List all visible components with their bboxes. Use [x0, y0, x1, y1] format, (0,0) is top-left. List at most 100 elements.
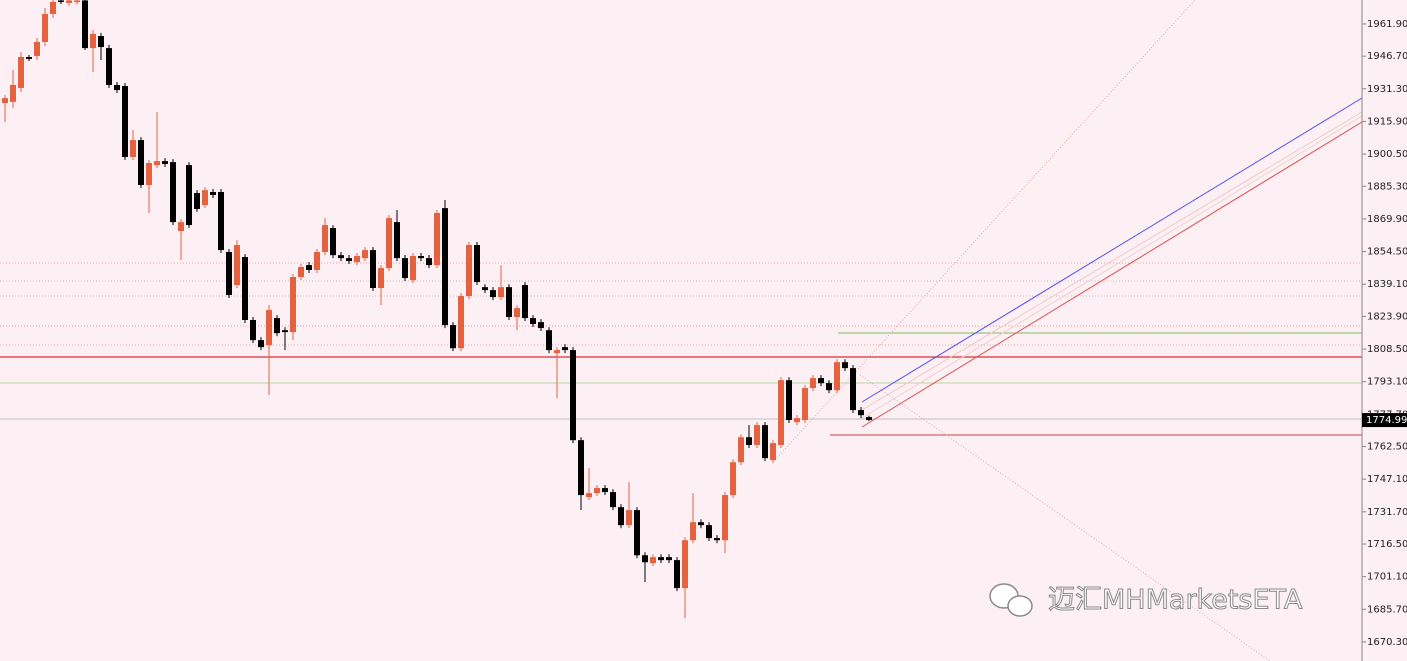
- candle-body: [450, 325, 456, 349]
- candle-body: [202, 190, 208, 206]
- candle-body: [770, 443, 776, 461]
- candle-body: [274, 318, 280, 334]
- y-tick-label: 1731.70: [1367, 507, 1407, 518]
- candle-body: [642, 555, 648, 563]
- candle-body: [250, 320, 256, 341]
- candle-body: [842, 362, 848, 369]
- y-tick-label: 1747.10: [1367, 474, 1407, 485]
- y-tick-label: 1946.70: [1367, 51, 1407, 62]
- candle-body: [66, 0, 72, 3]
- candle-body: [138, 140, 144, 186]
- candle-body: [674, 560, 680, 589]
- candle-body: [490, 290, 496, 298]
- candle-body: [746, 437, 752, 446]
- candle-body: [538, 322, 544, 329]
- candle-body: [114, 84, 120, 91]
- candle-body: [498, 287, 504, 298]
- candle-body: [282, 330, 288, 333]
- candle-body: [90, 33, 96, 49]
- y-tick-label: 1762.50: [1367, 442, 1407, 453]
- candle-body: [626, 510, 632, 526]
- candle-body: [618, 507, 624, 526]
- candle-body: [186, 165, 192, 226]
- candle-body: [82, 0, 88, 49]
- candle-body: [434, 212, 440, 266]
- trend-line: [774, 0, 1196, 461]
- candle-body: [314, 251, 320, 270]
- candle-body: [850, 368, 856, 411]
- candle-body: [394, 222, 400, 259]
- candle-body: [474, 244, 480, 283]
- candle-body: [786, 380, 792, 421]
- candle-body: [410, 256, 416, 281]
- y-tick-label: 1915.90: [1367, 116, 1407, 127]
- candle-body: [290, 276, 296, 333]
- y-tick-label: 1839.10: [1367, 279, 1407, 290]
- candle-body: [194, 193, 200, 209]
- candle-body: [634, 510, 640, 556]
- candle-body: [418, 256, 424, 259]
- candle-body: [698, 522, 704, 526]
- watermark: 迈汇MHMarketsETA: [1048, 585, 1303, 616]
- candle-body: [426, 258, 432, 266]
- candle-body: [218, 192, 224, 251]
- y-axis-labels: 1961.90 1946.70 1931.30 1915.90 1900.50 1885.…: [1362, 19, 1407, 648]
- candle-body: [18, 57, 24, 88]
- candle-body: [74, 0, 80, 3]
- trend-line: [861, 97, 1363, 403]
- y-tick-label: 1885.30: [1367, 181, 1407, 192]
- candle-body: [826, 383, 832, 391]
- trend-line: [861, 115, 1363, 419]
- candle-body: [106, 48, 112, 85]
- candle-body: [98, 36, 104, 48]
- candle-body: [50, 1, 56, 14]
- candle-body: [26, 57, 32, 59]
- candle-body: [122, 86, 128, 158]
- candle-body: [482, 287, 488, 291]
- candle-body: [834, 362, 840, 391]
- candle-body: [730, 462, 736, 496]
- candle-body: [442, 208, 448, 326]
- candle-body: [706, 525, 712, 539]
- candle-body: [754, 425, 760, 446]
- candle-body: [714, 538, 720, 541]
- candle-body: [466, 244, 472, 297]
- candle-body: [354, 256, 360, 263]
- candle-body: [650, 557, 656, 564]
- candle-body: [602, 488, 608, 493]
- trend-line: [861, 111, 1363, 411]
- candle-body: [666, 557, 672, 561]
- y-tick-label: 1869.90: [1367, 214, 1407, 225]
- candle-body: [386, 218, 392, 269]
- y-tick-label: 1961.90: [1367, 19, 1407, 30]
- candle-body: [162, 161, 168, 165]
- candle-body: [146, 162, 152, 186]
- icon-bubble: [1007, 595, 1033, 617]
- last-price-label: 1774.99: [1366, 415, 1407, 426]
- candle-body: [722, 495, 728, 541]
- candle-body: [210, 192, 216, 195]
- candle-body: [778, 380, 784, 446]
- candle-body: [338, 255, 344, 259]
- last-price-box: [1362, 413, 1407, 428]
- candle-body: [858, 410, 864, 416]
- candle-body: [330, 228, 336, 256]
- candle-body: [530, 318, 536, 325]
- candle-body: [346, 258, 352, 262]
- y-tick-label: 1823.90: [1367, 311, 1407, 322]
- candle-body: [458, 296, 464, 349]
- y-tick-label: 1685.70: [1367, 604, 1407, 615]
- candle-body: [610, 492, 616, 508]
- candle-body: [322, 225, 328, 252]
- y-tick-label: 1854.50: [1367, 247, 1407, 258]
- candle-body: [594, 488, 600, 494]
- candle-body: [762, 425, 768, 459]
- drawings: [0, 0, 1363, 661]
- watermark-icon: [989, 583, 1033, 617]
- y-tick-label: 1900.50: [1367, 149, 1407, 160]
- candle-body: [578, 440, 584, 496]
- candle-body: [226, 251, 232, 296]
- candle-body: [658, 557, 664, 561]
